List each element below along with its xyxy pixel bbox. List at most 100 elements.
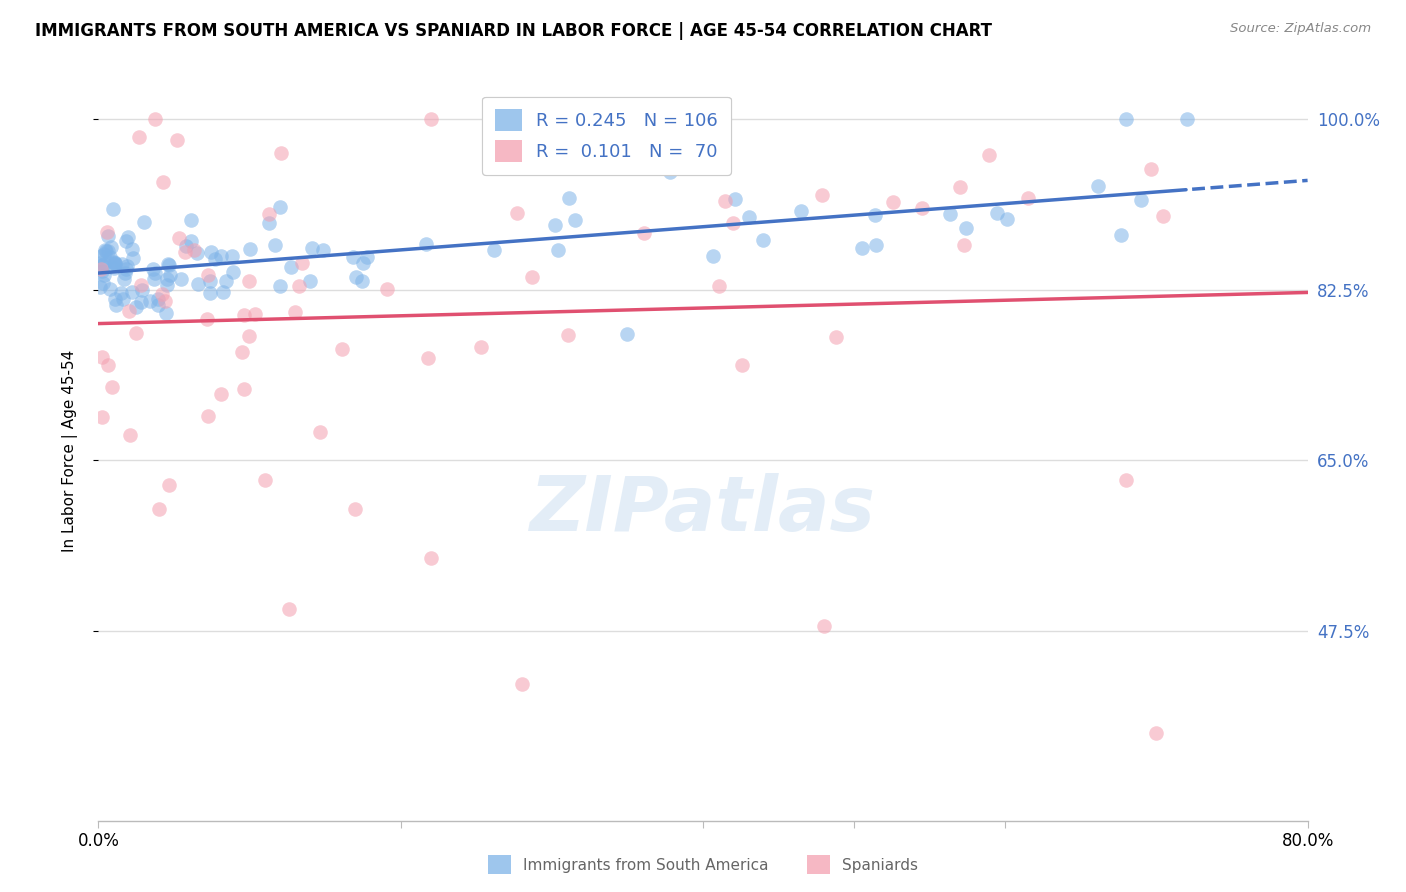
Point — [90, 350, 112, 364]
Point — [510, 677, 533, 691]
Point — [156, 271, 179, 285]
Point — [200, 274, 222, 288]
Point — [187, 277, 209, 292]
Point — [204, 252, 226, 267]
Point — [939, 207, 962, 221]
Point — [197, 409, 219, 423]
Point — [375, 282, 398, 296]
Point — [484, 243, 506, 257]
Point — [312, 244, 335, 258]
Point — [104, 257, 127, 271]
Point — [557, 328, 579, 343]
Point — [155, 306, 177, 320]
Point — [415, 236, 437, 251]
Point — [114, 261, 136, 276]
Point — [114, 266, 136, 280]
Point — [198, 286, 221, 301]
Legend: Immigrants from South America, Spaniards: Immigrants from South America, Spaniards — [482, 849, 924, 880]
Point — [547, 243, 569, 257]
Point — [148, 298, 170, 312]
Point — [724, 192, 747, 206]
Point — [152, 175, 174, 189]
Point — [143, 112, 166, 127]
Point — [344, 502, 367, 516]
Point — [1017, 191, 1039, 205]
Point — [986, 206, 1008, 220]
Point — [813, 619, 835, 633]
Point — [125, 326, 148, 341]
Point — [183, 243, 205, 257]
Point — [215, 273, 238, 287]
Point — [790, 203, 813, 218]
Point — [633, 226, 655, 240]
Point — [169, 272, 191, 286]
Point — [811, 187, 834, 202]
Point — [1087, 179, 1109, 194]
Point — [352, 274, 374, 288]
Point — [851, 241, 873, 255]
Point — [209, 249, 232, 263]
Point — [101, 202, 124, 217]
Point — [96, 225, 118, 239]
Point — [238, 274, 260, 288]
Point — [117, 229, 139, 244]
Point — [723, 216, 745, 230]
Point — [416, 351, 439, 365]
Point — [118, 303, 141, 318]
Point — [159, 268, 181, 282]
Point — [949, 180, 972, 194]
Point — [239, 242, 262, 256]
Text: ZIPatlas: ZIPatlas — [530, 473, 876, 547]
Point — [911, 201, 934, 215]
Point — [157, 258, 180, 272]
Point — [104, 293, 127, 307]
Point — [115, 259, 138, 273]
Point — [105, 298, 128, 312]
Y-axis label: In Labor Force | Age 45-54: In Labor Force | Age 45-54 — [62, 350, 77, 551]
Point — [166, 134, 188, 148]
Point — [232, 382, 254, 396]
Point — [90, 258, 112, 272]
Point — [195, 312, 218, 326]
Point — [139, 294, 162, 309]
Point — [352, 256, 374, 270]
Point — [112, 292, 135, 306]
Point — [270, 145, 292, 160]
Point — [520, 269, 543, 284]
Point — [995, 212, 1018, 227]
Point — [91, 263, 114, 277]
Point — [342, 250, 364, 264]
Point — [156, 257, 179, 271]
Point — [118, 428, 141, 442]
Point — [231, 345, 253, 359]
Point — [153, 293, 176, 308]
Point — [115, 234, 138, 248]
Point — [93, 268, 115, 282]
Point — [142, 272, 165, 286]
Point — [169, 230, 191, 244]
Point — [131, 283, 153, 297]
Point — [269, 279, 291, 293]
Point — [146, 292, 169, 306]
Point — [420, 550, 443, 565]
Point — [212, 285, 235, 299]
Point — [100, 240, 122, 254]
Point — [232, 308, 254, 322]
Point — [94, 243, 117, 257]
Point — [134, 215, 156, 229]
Point — [1139, 161, 1161, 176]
Text: IMMIGRANTS FROM SOUTH AMERICA VS SPANIARD IN LABOR FORCE | AGE 45-54 CORRELATION: IMMIGRANTS FROM SOUTH AMERICA VS SPANIAR… — [35, 22, 993, 40]
Point — [111, 257, 134, 271]
Point — [257, 216, 280, 230]
Point — [101, 379, 124, 393]
Point — [90, 249, 112, 263]
Point — [269, 200, 291, 214]
Legend: R = 0.245   N = 106, R =  0.101   N =  70: R = 0.245 N = 106, R = 0.101 N = 70 — [482, 96, 731, 175]
Point — [143, 266, 166, 280]
Point — [245, 307, 267, 321]
Point — [1175, 112, 1198, 127]
Point — [707, 279, 730, 293]
Point — [150, 287, 173, 301]
Point — [299, 274, 322, 288]
Point — [713, 194, 735, 209]
